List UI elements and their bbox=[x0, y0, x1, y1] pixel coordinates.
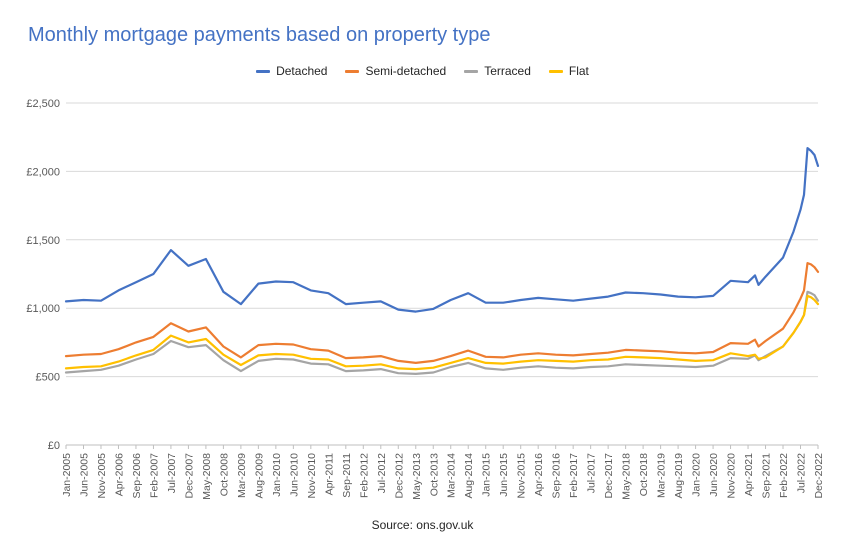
legend-item: Semi-detached bbox=[345, 64, 446, 78]
legend-swatch bbox=[548, 69, 563, 73]
x-tick-label: May-2018 bbox=[621, 453, 633, 500]
legend-label: Semi-detached bbox=[365, 64, 447, 78]
x-tick-label: Nov-2015 bbox=[516, 453, 528, 499]
legend-label: Terraced bbox=[484, 64, 531, 78]
x-tick-label: May-2008 bbox=[201, 453, 213, 500]
x-tick-label: Jan-2020 bbox=[691, 453, 703, 497]
x-tick-label: Jul-2017 bbox=[586, 453, 598, 493]
y-tick-label: £2,000 bbox=[26, 166, 60, 178]
x-tick-label: Apr-2016 bbox=[533, 453, 545, 496]
legend-item: Flat bbox=[548, 64, 589, 78]
y-tick-label: £0 bbox=[48, 440, 60, 452]
series-line-detached bbox=[64, 147, 820, 313]
chart-legend: Detached Semi-detached Terraced Flat bbox=[0, 64, 845, 78]
x-tick-label: Jan-2015 bbox=[481, 453, 493, 497]
x-tick-label: Apr-2006 bbox=[113, 453, 125, 496]
legend-swatch bbox=[256, 69, 271, 73]
x-tick-label: Aug-2009 bbox=[253, 453, 265, 499]
x-tick-label: Nov-2005 bbox=[96, 453, 108, 499]
x-tick-label: Jul-2007 bbox=[166, 453, 178, 493]
x-tick-label: Dec-2022 bbox=[813, 453, 825, 499]
legend-item: Detached bbox=[256, 64, 327, 78]
x-tick-label: Mar-2009 bbox=[236, 453, 248, 498]
x-tick-label: Sep-2016 bbox=[551, 453, 563, 499]
x-tick-label: Oct-2008 bbox=[218, 453, 230, 496]
x-tick-label: Dec-2017 bbox=[603, 453, 615, 499]
x-tick-label: Jun-2015 bbox=[498, 453, 510, 497]
x-tick-label: Jun-2005 bbox=[78, 453, 90, 497]
x-tick-label: Aug-2019 bbox=[673, 453, 685, 499]
x-tick-label: Sep-2011 bbox=[341, 453, 353, 498]
x-tick-label: Mar-2014 bbox=[446, 453, 458, 498]
series-line-semi-detached bbox=[64, 262, 820, 364]
x-tick-label: Sep-2021 bbox=[761, 453, 773, 499]
x-tick-label: Dec-2012 bbox=[393, 453, 405, 499]
chart-source: Source: ons.gov.uk bbox=[371, 518, 474, 532]
y-tick-label: £1,000 bbox=[26, 303, 60, 315]
y-tick-label: £500 bbox=[36, 372, 60, 384]
legend-item: Terraced bbox=[464, 64, 531, 78]
chart-title: Monthly mortgage payments based on prope… bbox=[28, 24, 491, 46]
x-tick-label: Feb-2022 bbox=[778, 453, 790, 498]
x-tick-label: Apr-2021 bbox=[743, 453, 755, 496]
x-tick-label: Sep-2006 bbox=[131, 453, 143, 499]
x-tick-label: Aug-2014 bbox=[463, 453, 475, 499]
legend-swatch bbox=[345, 69, 360, 73]
x-tick-label: Jan-2005 bbox=[61, 453, 73, 497]
x-tick-label: Jun-2020 bbox=[708, 453, 720, 497]
legend-label: Detached bbox=[276, 64, 328, 78]
legend-swatch bbox=[464, 69, 479, 73]
x-tick-label: Mar-2019 bbox=[656, 453, 668, 498]
x-tick-label: Jun-2010 bbox=[288, 453, 300, 497]
y-tick-label: £2,500 bbox=[26, 98, 60, 110]
x-tick-label: Jul-2012 bbox=[376, 453, 388, 493]
y-tick-label: £1,500 bbox=[26, 235, 60, 247]
x-tick-label: Nov-2020 bbox=[726, 453, 738, 499]
x-tick-label: Feb-2017 bbox=[568, 453, 580, 498]
legend-label: Flat bbox=[568, 64, 589, 78]
x-tick-label: Oct-2013 bbox=[428, 453, 440, 496]
x-tick-label: Feb-2012 bbox=[358, 453, 370, 498]
x-tick-label: Jul-2022 bbox=[796, 453, 808, 493]
x-tick-label: Nov-2010 bbox=[306, 453, 318, 499]
x-tick-label: Dec-2007 bbox=[183, 453, 195, 499]
x-tick-label: Jan-2010 bbox=[271, 453, 283, 497]
x-tick-label: Feb-2007 bbox=[148, 453, 160, 498]
series-line-flat bbox=[64, 294, 820, 371]
x-tick-label: May-2013 bbox=[411, 453, 423, 500]
x-tick-label: Apr-2011 bbox=[323, 453, 335, 496]
x-tick-label: Oct-2018 bbox=[638, 453, 650, 496]
